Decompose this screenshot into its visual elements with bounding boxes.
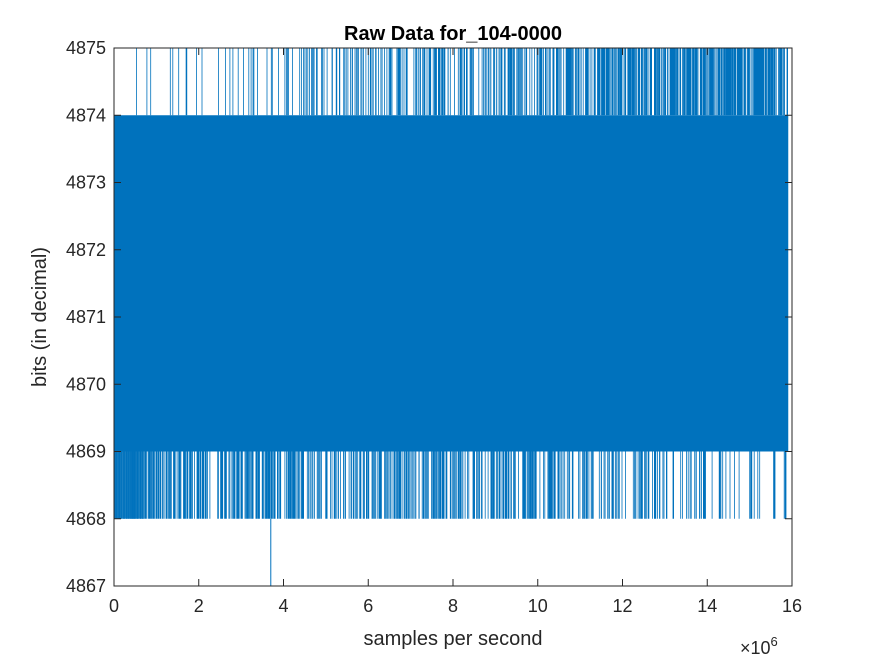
x-tick-label: 8	[448, 596, 458, 616]
y-tick-label: 4874	[66, 105, 106, 125]
x-tick-label: 0	[109, 596, 119, 616]
x-tick-label: 6	[363, 596, 373, 616]
x-axis-exponent-power: 6	[771, 634, 778, 649]
series-layer	[114, 48, 789, 586]
x-axis-ticks: 0 2 4 6 8 10 12 14 16	[109, 48, 802, 616]
x-tick-label: 2	[194, 596, 204, 616]
x-tick-label: 12	[612, 596, 632, 616]
x-axis-label: samples per second	[364, 628, 543, 650]
chart-title: Raw Data for_104-0000	[344, 23, 562, 45]
series-dense-band	[114, 115, 788, 452]
x-tick-label: 4	[278, 596, 288, 616]
y-axis-ticks: 4867 4868 4869 4870 4871 4872 4873 4874 4875	[66, 38, 792, 596]
y-axis-label: bits (in decimal)	[29, 247, 51, 387]
y-tick-label: 4871	[66, 307, 106, 327]
x-axis-exponent-base: ×10	[740, 638, 771, 656]
x-tick-label: 16	[782, 596, 802, 616]
y-tick-label: 4875	[66, 38, 106, 58]
y-tick-label: 4872	[66, 240, 106, 260]
y-tick-label: 4870	[66, 374, 106, 394]
series-high-excursions	[136, 48, 788, 116]
x-tick-label: 10	[528, 596, 548, 616]
y-tick-label: 4868	[66, 509, 106, 529]
x-tick-label: 14	[697, 596, 717, 616]
y-tick-label: 4867	[66, 576, 106, 596]
y-tick-label: 4869	[66, 442, 106, 462]
x-axis-exponent: ×106	[740, 634, 778, 656]
y-tick-label: 4873	[66, 173, 106, 193]
